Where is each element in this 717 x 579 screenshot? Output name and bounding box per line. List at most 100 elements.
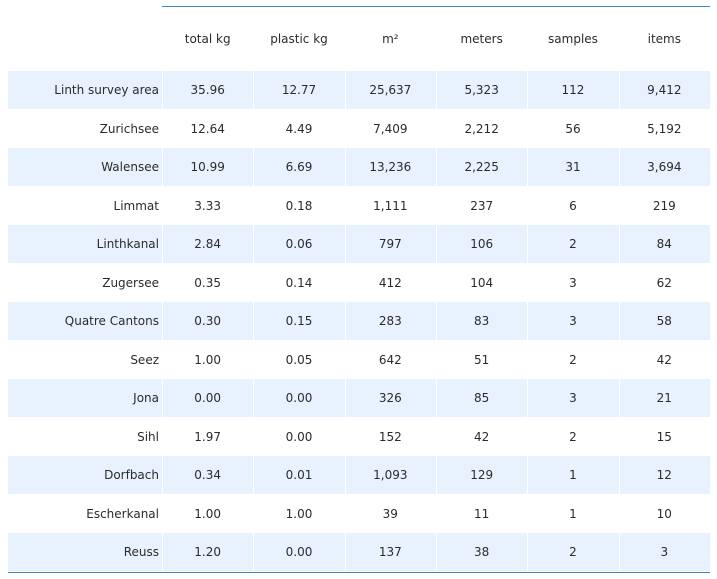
column-divider [527, 148, 529, 187]
table-cell: 6.69 [285, 160, 313, 175]
table-cell: 1.00 [285, 506, 313, 521]
table-cell: 412 [378, 275, 402, 290]
column-divider [344, 148, 346, 187]
row-label: Seez [130, 352, 159, 367]
column-divider [253, 225, 255, 264]
column-divider [618, 302, 620, 341]
table-cell: 2,225 [464, 160, 499, 175]
row-label: Dorfbach [104, 468, 159, 483]
column-divider [253, 533, 255, 572]
column-divider [162, 533, 163, 572]
table-cell: 0.14 [285, 275, 313, 290]
column-header: plastic kg [270, 32, 328, 46]
table-row: Seez 1.00 0.05 642 51 2 42 [8, 341, 710, 379]
column-divider [162, 148, 163, 187]
row-label: Zurichsee [99, 121, 159, 136]
column-divider [344, 533, 346, 572]
column-divider [162, 379, 163, 418]
table-cell: 797 [378, 237, 402, 252]
column-divider [435, 71, 437, 109]
table-cell: 0.00 [285, 391, 313, 406]
row-label: Linth survey area [54, 83, 159, 97]
table-cell: 10 [656, 506, 672, 521]
column-header: total kg [184, 32, 231, 46]
row-label: Linthkanal [96, 237, 159, 252]
table-top-rule [162, 6, 710, 7]
table-cell: 0.30 [194, 314, 222, 329]
column-divider [344, 379, 346, 418]
table-cell: 2.84 [194, 237, 222, 252]
table-cell: 7,409 [373, 121, 408, 136]
column-divider [162, 225, 163, 264]
column-divider [618, 379, 620, 418]
table-cell: 0.05 [285, 352, 313, 367]
table-cell: 1,111 [373, 198, 408, 213]
column-divider [618, 225, 620, 264]
table-cell: 85 [474, 391, 490, 406]
column-divider [527, 379, 529, 418]
column-divider [344, 71, 346, 109]
table-row: Linthkanal 2.84 0.06 797 106 2 84 [8, 225, 710, 264]
table-cell: 0.00 [285, 429, 313, 444]
table-cell: 42 [474, 429, 490, 444]
table-cell: 21 [656, 391, 672, 406]
column-divider [253, 379, 255, 418]
table-cell: 1.00 [194, 506, 222, 521]
column-divider [344, 302, 346, 341]
table-cell: 0.34 [194, 468, 222, 483]
row-label: Jona [133, 391, 159, 406]
column-header: meters [460, 32, 503, 46]
table-cell: 12.77 [281, 83, 317, 97]
table-cell: 0.01 [285, 468, 313, 483]
table-row: Limmat 3.33 0.18 1,111 237 6 219 [8, 187, 710, 225]
column-divider [618, 456, 620, 495]
column-divider [162, 71, 163, 109]
column-header: items [647, 32, 681, 46]
table-row: Escherkanal 1.00 1.00 39 11 1 10 [8, 495, 710, 533]
column-divider [253, 456, 255, 495]
column-header: m² [382, 32, 399, 46]
table-cell: 3 [660, 545, 669, 560]
table-row: Zugersee 0.35 0.14 412 104 3 62 [8, 264, 710, 302]
table-cell: 35.96 [190, 83, 225, 97]
table-cell: 10.99 [190, 160, 225, 175]
table-cell: 326 [378, 391, 402, 406]
table-cell: 129 [470, 468, 494, 483]
table-row: Walensee 10.99 6.69 13,236 2,225 31 3,694 [8, 148, 710, 187]
column-divider [435, 533, 437, 572]
column-header: samples [548, 32, 598, 46]
table-cell: 11 [474, 506, 490, 521]
table-cell: 3 [569, 314, 577, 329]
table-cell: 0.06 [285, 237, 313, 252]
table-cell: 1 [569, 468, 577, 483]
table-cell: 2,212 [464, 121, 499, 136]
table-cell: 51 [474, 352, 490, 367]
column-divider [527, 71, 529, 109]
row-label: Zugersee [102, 275, 159, 290]
table-cell: 38 [474, 545, 490, 560]
table-cell: 12.64 [190, 121, 225, 136]
table-cell: 3,694 [647, 160, 682, 175]
table-cell: 31 [565, 160, 581, 175]
table-row: Dorfbach 0.34 0.01 1,093 129 1 12 [8, 456, 710, 495]
table-cell: 106 [470, 237, 494, 252]
column-divider [435, 456, 437, 495]
table-cell: 2 [569, 545, 577, 560]
column-divider [527, 456, 529, 495]
table-cell: 13,236 [369, 160, 412, 175]
table-cell: 1,093 [373, 468, 408, 483]
table-row: Jona 0.00 0.00 326 85 3 21 [8, 379, 710, 418]
table-cell: 104 [470, 275, 494, 290]
row-label: Limmat [113, 198, 159, 213]
table-cell: 4.49 [285, 121, 313, 136]
table-cell: 84 [656, 237, 672, 252]
table-cell: 56 [565, 121, 581, 136]
column-divider [527, 225, 529, 264]
row-label: Quatre Cantons [64, 314, 159, 329]
column-divider [527, 533, 529, 572]
column-divider [344, 456, 346, 495]
table-cell: 283 [378, 314, 402, 329]
table-cell: 3 [569, 391, 577, 406]
column-divider [435, 302, 437, 341]
table-cell: 9,412 [647, 83, 682, 97]
